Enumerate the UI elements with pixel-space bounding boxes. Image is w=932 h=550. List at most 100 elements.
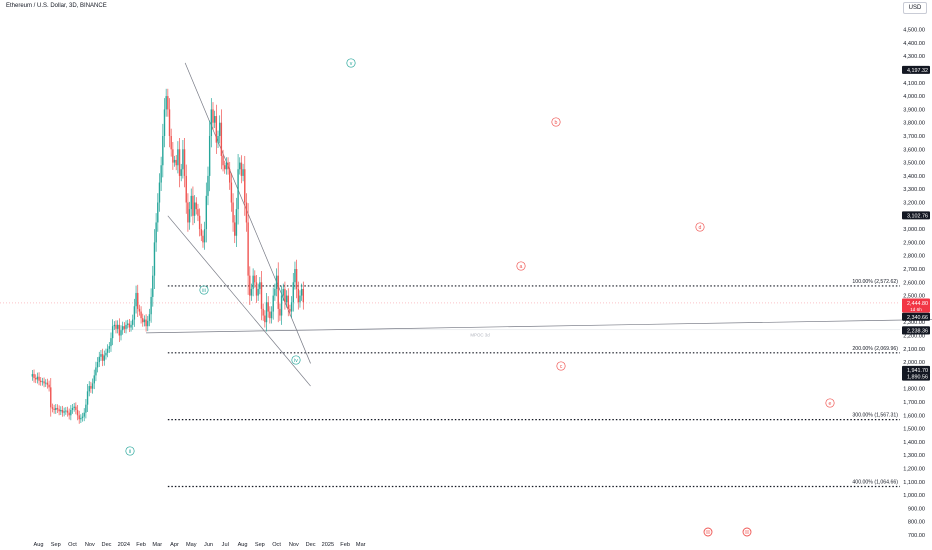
candle-body — [46, 382, 49, 385]
candle-body — [75, 406, 77, 410]
candle-body — [170, 136, 172, 150]
candle-body — [91, 383, 94, 389]
wave-label-e-ring — [825, 398, 835, 408]
candle-body — [71, 407, 74, 410]
candle-body — [240, 162, 243, 176]
x-tick-label: Jun — [204, 542, 213, 548]
candle-body — [242, 169, 244, 176]
candle-body — [203, 229, 206, 243]
candle-body — [31, 374, 34, 377]
candle-body — [215, 116, 218, 143]
trendline-lower — [167, 215, 311, 387]
wave-label-iii-ring — [199, 285, 209, 295]
price-label-tag — [902, 365, 930, 374]
candle-body — [121, 326, 124, 331]
candle-body — [63, 411, 65, 413]
candle-body — [95, 367, 97, 376]
candle-body — [138, 308, 141, 312]
y-tick-label: 2,200.00 — [903, 334, 925, 340]
candle-body — [198, 215, 201, 230]
candle-body — [202, 235, 204, 243]
candle-body — [270, 311, 273, 319]
candle-body — [182, 149, 184, 170]
x-tick-label: Sep — [51, 542, 61, 548]
x-tick-label: Mar — [356, 542, 366, 548]
price-label-text: 1,941.70 — [907, 368, 928, 374]
candle-body — [222, 155, 224, 166]
candle-body — [230, 182, 233, 203]
wave-label-e: e — [829, 401, 832, 407]
candle-body — [265, 302, 268, 323]
candle-body — [60, 409, 62, 412]
candle-body — [160, 165, 162, 183]
candle-body — [51, 407, 54, 409]
candle-body — [143, 319, 146, 323]
candle-body — [295, 269, 298, 289]
candle-body — [277, 275, 279, 309]
candle-body — [137, 292, 139, 309]
candle-body — [80, 417, 82, 420]
candle-body — [43, 381, 45, 384]
y-tick-label: 3,400.00 — [903, 174, 925, 180]
candle-body — [98, 356, 100, 363]
candle-body — [68, 412, 70, 416]
candle-body — [254, 275, 256, 283]
candle-body — [289, 308, 291, 312]
y-tick-label: 3,500.00 — [903, 161, 925, 167]
candle-body — [150, 296, 152, 315]
x-tick-label: Aug — [238, 542, 248, 548]
candle-body — [38, 376, 40, 381]
candle-body — [128, 323, 131, 328]
price-label-tag — [902, 312, 930, 321]
wave-label-iv: iv — [294, 358, 298, 364]
candle-body — [88, 386, 90, 392]
fib-level-label: 100.00% (2,572.62) — [852, 279, 898, 285]
y-tick-label: 900.00 — [908, 506, 925, 512]
candle-body — [132, 319, 134, 325]
candle-body — [53, 408, 55, 410]
candle-body — [142, 318, 144, 323]
x-tick-label: Jul — [222, 542, 229, 548]
y-tick-label: 2,300.00 — [903, 320, 925, 326]
candle-body — [195, 202, 197, 210]
price-label-text: 1,890.56 — [907, 375, 928, 381]
wave-label-ii-ring — [125, 446, 135, 456]
y-tick-label: 1,300.00 — [903, 453, 925, 459]
currency-button[interactable]: USD — [903, 2, 927, 14]
candle-body — [227, 162, 229, 170]
candle-body — [255, 282, 258, 296]
fib-level-label: 400.00% (1,064.66) — [852, 480, 898, 486]
event-icon — [742, 527, 752, 537]
candle-body — [105, 352, 107, 356]
candle-body — [235, 209, 238, 236]
candle-body — [200, 229, 202, 236]
y-tick-label: 4,300.00 — [903, 54, 925, 60]
x-tick-label: Sep — [255, 542, 265, 548]
candle-body — [145, 319, 147, 327]
candle-body — [192, 195, 194, 216]
y-tick-label: 800.00 — [908, 520, 925, 526]
candle-body — [185, 175, 187, 203]
candle-body — [183, 149, 186, 176]
candle-body — [101, 354, 104, 361]
candle-body — [249, 275, 251, 296]
candle-body — [197, 209, 199, 216]
candle-body — [264, 315, 266, 323]
wave-label-iv-ring — [291, 355, 301, 365]
price-label-text: 3,102.76 — [907, 213, 928, 219]
price-label-tag — [902, 326, 930, 335]
candle-body — [302, 288, 305, 303]
x-tick-label: Aug — [34, 542, 44, 548]
candle-body — [140, 311, 142, 319]
candle-body — [177, 149, 179, 166]
candle-body — [168, 109, 171, 136]
candle-body — [96, 362, 99, 368]
x-tick-label: Feb — [340, 542, 350, 548]
wave-label-ii: ii — [129, 449, 131, 455]
candle-body — [152, 275, 154, 297]
wave-label-c: c — [560, 364, 563, 370]
candle-body — [300, 288, 303, 296]
x-tick-label: Dec — [102, 542, 112, 548]
price-label-tag — [902, 298, 930, 313]
